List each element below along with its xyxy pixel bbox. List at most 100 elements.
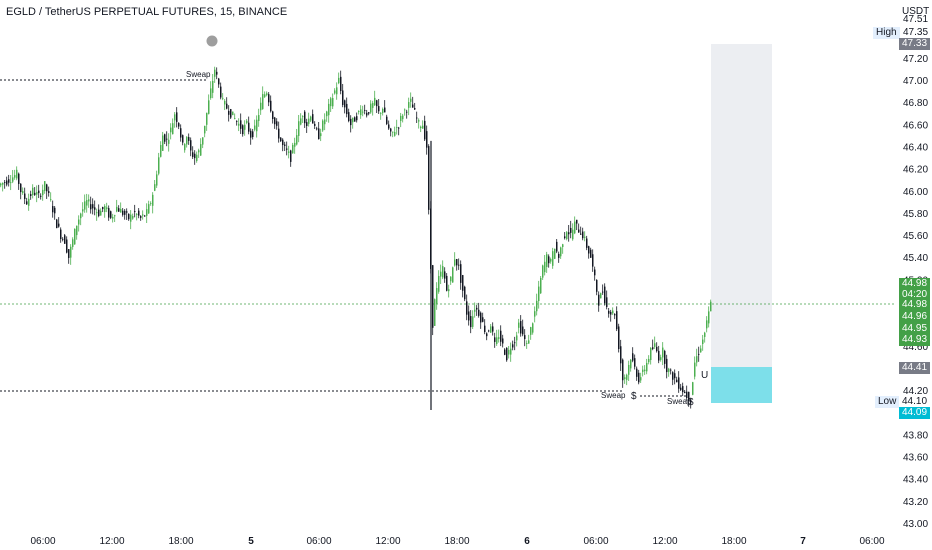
target-zone-rect[interactable] <box>711 44 772 367</box>
candle-body <box>628 364 630 375</box>
candle-body <box>606 297 608 307</box>
candle-body <box>564 236 566 239</box>
candle-body <box>212 81 214 93</box>
candle-body <box>38 190 40 194</box>
candle-body <box>8 179 10 183</box>
candle-body <box>402 115 404 120</box>
candle-body <box>408 102 410 108</box>
candle-body <box>666 358 668 373</box>
candle-body <box>228 110 230 115</box>
candle-body <box>108 208 110 218</box>
candle-body <box>478 309 480 316</box>
candle-body <box>582 231 584 239</box>
candle-body <box>314 123 316 126</box>
candle-body <box>254 125 256 130</box>
sweap-label-bottom-right: Sweap <box>667 397 692 406</box>
time-tick: 18:00 <box>168 536 193 547</box>
candle-body <box>52 206 54 213</box>
candle-body <box>290 150 292 162</box>
candle-body <box>366 112 368 116</box>
candle-body <box>678 377 680 389</box>
candle-body <box>84 201 86 210</box>
candle-body <box>128 213 130 220</box>
candle-body <box>698 353 700 355</box>
candle-body <box>374 97 376 106</box>
candle-body <box>194 153 196 159</box>
candle-body <box>328 103 330 116</box>
candle-body <box>612 310 614 314</box>
candle-body <box>46 184 48 192</box>
time-axis[interactable]: 06:00 12:00 18:00 5 06:00 12:00 18:00 6 06:00 12:… <box>30 536 884 547</box>
last-price-label: 44.98 <box>899 278 931 290</box>
candle-body <box>112 216 114 219</box>
candle-body <box>76 225 78 236</box>
candle-body <box>476 307 478 310</box>
low-value-label: 44.10 <box>902 396 928 407</box>
candle-body <box>692 382 694 395</box>
candle-body <box>358 110 360 113</box>
candle-body <box>580 233 582 235</box>
price-tick: 47.35 <box>903 27 928 38</box>
price-tick: 46.80 <box>903 98 928 109</box>
candle-body <box>486 333 488 337</box>
candle-body <box>576 219 578 224</box>
entry-zone-rect[interactable] <box>711 367 772 403</box>
price-tick: 47.51 <box>903 14 928 25</box>
candle-body <box>368 112 370 114</box>
swing-high-marker[interactable] <box>206 35 218 47</box>
candle-body <box>446 275 448 291</box>
candle-body <box>426 131 428 148</box>
candle-body <box>268 94 270 103</box>
candle-body <box>208 100 210 114</box>
candle-body <box>32 187 34 195</box>
candle-body <box>246 120 248 123</box>
candle-body <box>380 112 382 114</box>
candle-body <box>372 102 374 108</box>
candle-body <box>154 184 156 191</box>
candle-body <box>284 144 286 146</box>
candle-body <box>344 100 346 108</box>
candle-body <box>322 120 324 131</box>
low-marker-label: 44.09 <box>899 407 931 419</box>
candle-body <box>152 194 154 206</box>
candle-body <box>34 192 36 195</box>
candle-body <box>624 377 626 380</box>
candle-body <box>512 344 514 348</box>
candle-body <box>670 369 672 371</box>
candle-body <box>188 137 190 141</box>
candle-body <box>456 259 458 266</box>
sweep-lines <box>0 79 689 397</box>
candle-body <box>292 144 294 154</box>
candle-body <box>404 109 406 111</box>
gray-level-label: 44.41 <box>899 362 931 374</box>
candle-body <box>480 312 482 323</box>
candle-body <box>24 193 26 200</box>
candle-body <box>236 120 238 122</box>
candle-body <box>662 347 664 358</box>
candle-body <box>676 379 678 383</box>
candle-body <box>552 251 554 266</box>
candle-body <box>674 373 676 379</box>
dollar-marker-2: $ <box>688 397 694 408</box>
candle-body <box>288 151 290 153</box>
candle-body <box>526 343 528 344</box>
candle-body <box>258 115 260 121</box>
candle-body <box>686 391 688 399</box>
candle-body <box>226 103 228 109</box>
candle-body <box>468 311 470 321</box>
candle-body <box>450 276 452 282</box>
candle-body <box>658 350 660 361</box>
candle-body <box>312 114 314 124</box>
candle-body <box>584 236 586 238</box>
candle-body <box>694 362 696 377</box>
candle-body <box>614 314 616 316</box>
candle-body <box>142 214 144 216</box>
candle-body <box>192 152 194 157</box>
u-marker: U <box>701 370 708 381</box>
candle-body <box>28 198 30 206</box>
candle-body <box>334 90 336 94</box>
candle-body <box>406 111 408 113</box>
price-tick: 46.60 <box>903 120 928 131</box>
candle-body <box>524 335 526 340</box>
